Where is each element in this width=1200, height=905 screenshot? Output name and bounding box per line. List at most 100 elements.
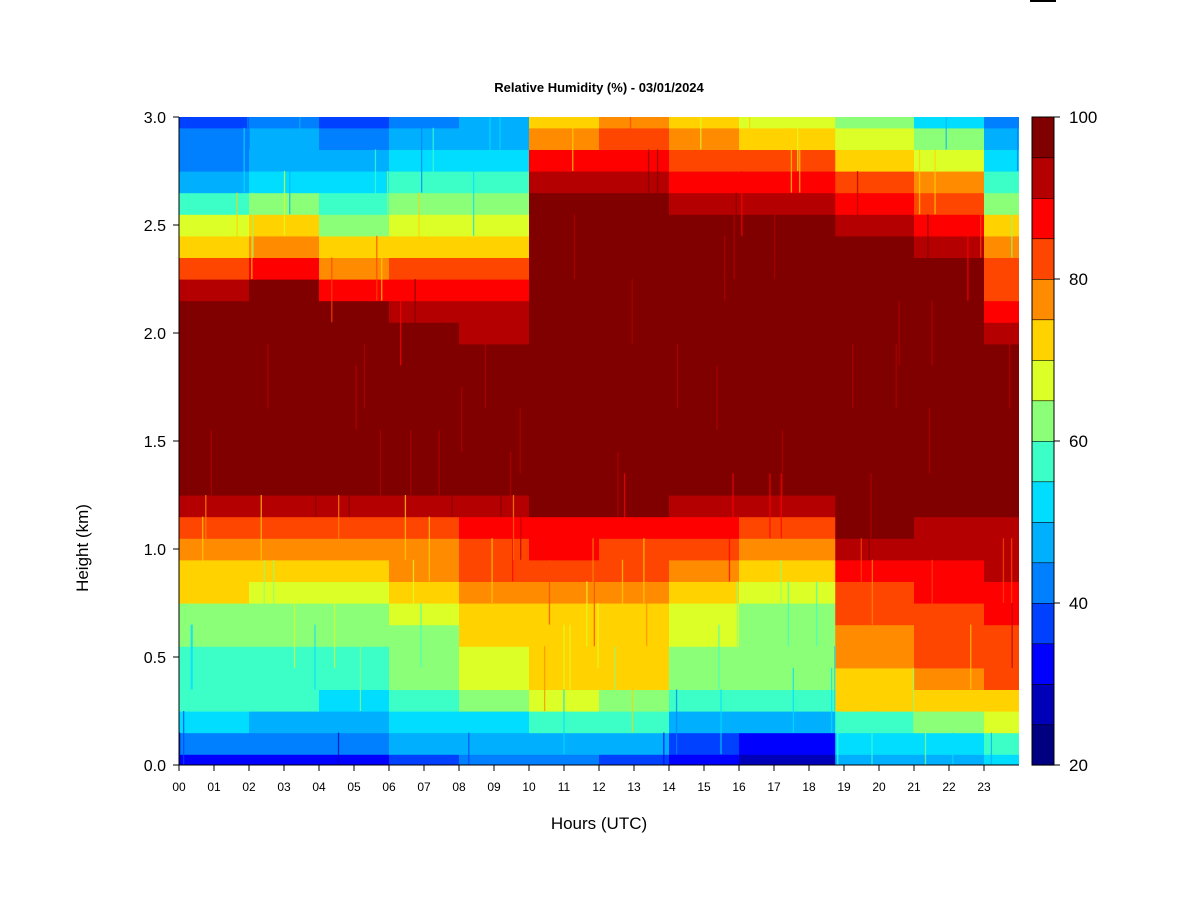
heatmap-cell bbox=[319, 754, 390, 765]
heatmap-cell bbox=[914, 646, 985, 669]
heatmap-streak bbox=[815, 581, 818, 647]
heatmap-cell bbox=[179, 343, 250, 366]
heatmap-streak bbox=[663, 732, 665, 765]
heatmap-cell bbox=[599, 300, 670, 323]
heatmap-cell bbox=[599, 408, 670, 431]
heatmap-cell bbox=[599, 581, 670, 604]
colorbar-segment bbox=[1031, 278, 1055, 321]
heatmap-cell bbox=[669, 192, 740, 215]
heatmap-cell bbox=[389, 516, 460, 539]
heatmap-streak bbox=[404, 495, 407, 560]
heatmap-cell bbox=[249, 300, 320, 323]
heatmap-cell bbox=[914, 343, 985, 366]
heatmap-cell bbox=[835, 732, 915, 755]
heatmap-cell bbox=[835, 343, 915, 366]
heatmap-cell bbox=[459, 117, 530, 129]
heatmap-cell bbox=[739, 343, 836, 366]
x-tick-label: 16 bbox=[732, 780, 746, 794]
heatmap-cell bbox=[179, 689, 250, 712]
heatmap-cell bbox=[835, 711, 915, 734]
heatmap-streak bbox=[472, 171, 475, 236]
heatmap-streak bbox=[548, 559, 551, 625]
heatmap-streak bbox=[247, 117, 249, 150]
heatmap-cell bbox=[179, 365, 250, 388]
heatmap-streak bbox=[222, 322, 225, 387]
heatmap-streak bbox=[638, 387, 641, 452]
colorbar-segment bbox=[1031, 116, 1055, 159]
heatmap-cell bbox=[914, 711, 985, 734]
heatmap-cell bbox=[599, 343, 670, 366]
heatmap-cell bbox=[179, 559, 250, 582]
heatmap-cell bbox=[914, 495, 985, 518]
heatmap-cell bbox=[179, 603, 250, 626]
heatmap-cell bbox=[914, 279, 985, 302]
heatmap-cell bbox=[669, 214, 740, 237]
heatmap-streak bbox=[179, 732, 181, 765]
heatmap-streak bbox=[216, 387, 219, 452]
colorbar-tick-label: 20 bbox=[1069, 756, 1088, 775]
heatmap-streak bbox=[834, 646, 836, 711]
heatmap-cell bbox=[984, 516, 1019, 539]
heatmap-streak bbox=[879, 322, 881, 387]
heatmap-cell bbox=[319, 214, 390, 237]
heatmap-cell bbox=[529, 322, 600, 345]
heatmap-streak bbox=[792, 667, 794, 733]
heatmap-cell bbox=[179, 322, 250, 345]
y-tick-label: 2.5 bbox=[144, 218, 166, 235]
heatmap-streak bbox=[379, 430, 382, 495]
heatmap-streak bbox=[236, 192, 238, 258]
heatmap-cell bbox=[599, 430, 670, 453]
colorbar-segment bbox=[1031, 602, 1055, 645]
heatmap-streak bbox=[348, 451, 350, 517]
heatmap-cell bbox=[599, 235, 670, 258]
heatmap-cell bbox=[179, 117, 250, 129]
heatmap-cell bbox=[389, 127, 460, 150]
colorbar-segment bbox=[1031, 683, 1055, 726]
heatmap-cell bbox=[739, 732, 836, 755]
heatmap-cell bbox=[529, 473, 600, 496]
heatmap-cell bbox=[249, 149, 320, 172]
heatmap-cell bbox=[599, 516, 670, 539]
heatmap-cell bbox=[249, 603, 320, 626]
heatmap-cell bbox=[984, 538, 1019, 561]
heatmap-streak bbox=[499, 117, 501, 150]
corner-mark bbox=[1030, 0, 1056, 2]
heatmap-cell bbox=[739, 365, 836, 388]
heatmap-cell bbox=[984, 624, 1019, 647]
heatmap-cell bbox=[459, 300, 530, 323]
heatmap-cell bbox=[459, 732, 530, 755]
heatmap-cell bbox=[249, 646, 320, 669]
heatmap-cell bbox=[459, 581, 530, 604]
heatmap-streak bbox=[399, 300, 402, 366]
x-tick-label: 00 bbox=[172, 780, 186, 794]
heatmap-streak bbox=[299, 117, 301, 150]
heatmap-cell bbox=[459, 495, 530, 518]
heatmap-cell bbox=[914, 408, 985, 431]
heatmap-streak bbox=[769, 473, 771, 539]
x-axis: 00 01 02 03 04 05 06 07 08 09 10 11 12 13 14 15 16 17 18 19… bbox=[172, 764, 1019, 794]
heatmap-cell bbox=[835, 689, 915, 712]
heatmap-cell bbox=[914, 117, 985, 129]
heatmap-cell bbox=[389, 171, 460, 194]
heatmap-cell bbox=[389, 408, 460, 431]
heatmap-cell bbox=[599, 257, 670, 280]
heatmap-cell bbox=[459, 559, 530, 582]
heatmap-cell bbox=[249, 235, 320, 258]
x-tick-label: 03 bbox=[277, 780, 291, 794]
heatmap-cell bbox=[669, 732, 740, 755]
heatmap-cell bbox=[389, 214, 460, 237]
heatmap-cell bbox=[669, 322, 740, 345]
heatmap-streak bbox=[928, 408, 931, 474]
heatmap-cell bbox=[739, 624, 836, 647]
heatmap-streak bbox=[723, 235, 726, 301]
x-tick-label: 18 bbox=[802, 780, 816, 794]
heatmap-cell bbox=[599, 171, 670, 194]
heatmap-cell bbox=[835, 538, 915, 561]
heatmap-cell bbox=[739, 127, 836, 150]
heatmap-cell bbox=[319, 689, 390, 712]
heatmap-streak bbox=[314, 624, 316, 690]
heatmap-cell bbox=[179, 646, 250, 669]
heatmap-cell bbox=[835, 667, 915, 690]
heatmap-cell bbox=[669, 495, 740, 518]
heatmap-streak bbox=[202, 516, 204, 582]
